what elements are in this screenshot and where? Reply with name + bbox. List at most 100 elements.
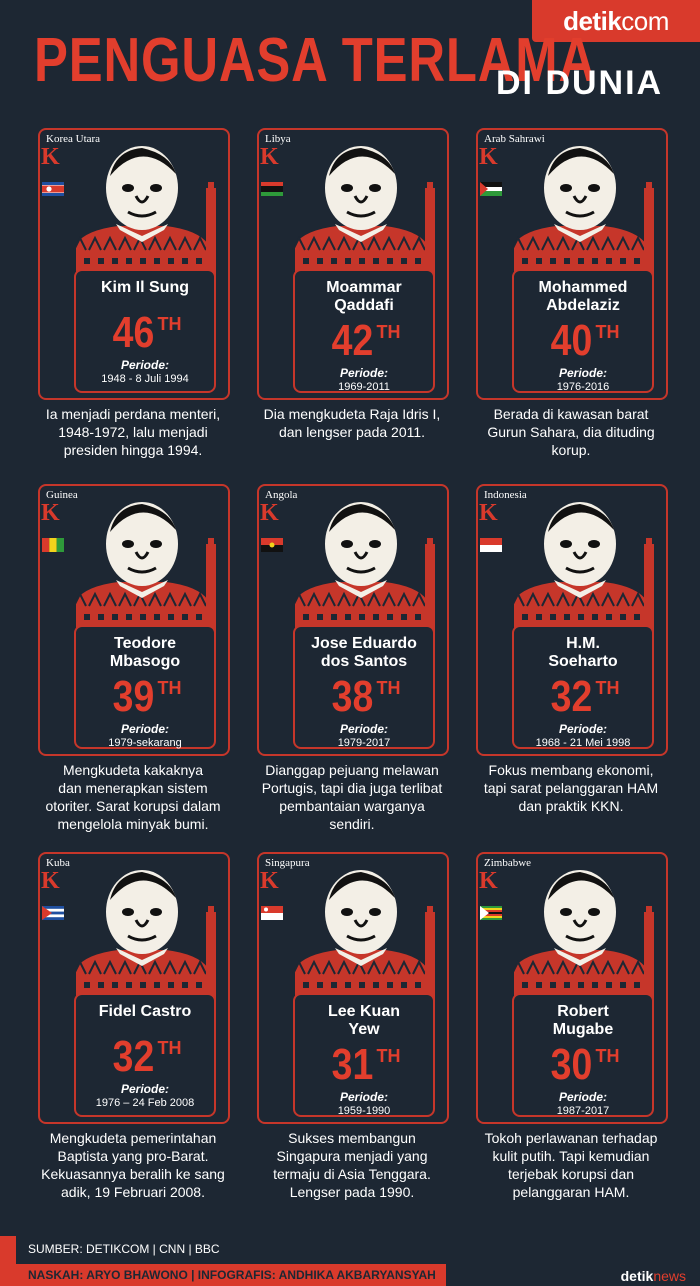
leader-name: Kim Il Sung (76, 279, 214, 297)
period-value: 1979-sekarang (108, 737, 182, 749)
leader-name: Mohammed Abdelaziz (514, 279, 652, 315)
description-line: Mengkudeta pemerintahan (49, 1130, 217, 1146)
leader-name-line: Kim Il Sung (101, 279, 189, 296)
leader-card: Singapura K Lee Kuan Yew 31 TH Periode: 19… (257, 852, 449, 1124)
detikcom-logo[interactable]: detikcom (532, 0, 700, 42)
king-letter: K (260, 868, 279, 894)
leader-name-line: Moammar (326, 279, 402, 296)
years-in-power: 42 TH (295, 319, 433, 363)
flag-angola-icon (261, 538, 283, 552)
years-number: 31 (331, 1040, 373, 1089)
king-letter: K (479, 144, 498, 170)
description-line: termaju di Asia Tenggara. (273, 1166, 431, 1182)
leader-name: Jose Eduardo dos Santos (295, 635, 433, 671)
period-label: Periode: (339, 1090, 388, 1104)
years-in-power: 46 TH (76, 311, 214, 355)
leader-name: Teodore Mbasogo (76, 635, 214, 671)
description-line: Mengkudeta kakaknya (62, 762, 204, 778)
page-subtitle: DI DUNIA (496, 64, 664, 102)
leader-portrait-icon (508, 502, 654, 634)
years-suffix: TH (157, 678, 182, 698)
years-suffix: TH (157, 314, 182, 334)
leader-card: Angola K Jose Eduardo dos Santos 38 TH Per… (257, 484, 449, 756)
leader-description: Fokus membang ekonomi, tapi sarat pelangg… (464, 761, 678, 815)
leader-info-box: Jose Eduardo dos Santos 38 TH Periode: 197… (293, 625, 435, 749)
period-label: Periode: (558, 722, 607, 736)
years-number: 40 (550, 316, 592, 365)
leader-info-box: Lee Kuan Yew 31 TH Periode: 1959-1990 (293, 993, 435, 1117)
period-value: 1976-2016 (556, 381, 610, 393)
years-number: 30 (550, 1040, 592, 1089)
leader-info-box: Robert Mugabe 30 TH Periode: 1987-2017 (512, 993, 654, 1117)
flag-north-korea-icon (42, 182, 64, 196)
years-suffix: TH (376, 678, 401, 698)
years-suffix: TH (595, 1046, 620, 1066)
logo-prefix: detik (563, 5, 622, 36)
leader-name: Moammar Qaddafi (295, 279, 433, 315)
country-label: Zimbabwe (484, 857, 532, 869)
description-line: Kekuasannya beralih ke sang (41, 1166, 225, 1182)
leader-card: Indonesia K H.M. Soeharto 32 TH Periode: 1… (476, 484, 668, 756)
description-line: Berada di kawasan barat (493, 406, 649, 422)
years-suffix: TH (376, 1046, 401, 1066)
leader-description: Tokoh perlawanan terhadap kulit putih. Ta… (464, 1129, 678, 1201)
leader-card: Guinea K Teodore Mbasogo 39 TH Periode: 19… (38, 484, 230, 756)
king-letter: K (260, 144, 279, 170)
leader-name: H.M. Soeharto (514, 635, 652, 671)
description-line: Lengser pada 1990. (289, 1184, 415, 1200)
leader-info-box: Fidel Castro 32 TH Periode: 1976 – 24 Feb… (74, 993, 216, 1117)
period-label: Periode: (120, 722, 169, 736)
country-label: Kuba (46, 857, 70, 869)
detiknews-logo[interactable]: detiknews (621, 1268, 686, 1284)
footer-brand-suffix: news (653, 1268, 686, 1284)
leader-portrait-icon (70, 146, 216, 278)
description-line: terjebak korupsi dan (507, 1166, 635, 1182)
description-line: dan praktik KKN. (518, 798, 624, 814)
years-suffix: TH (157, 1038, 182, 1058)
leader-info-box: Kim Il Sung 46 TH Periode: 1948 - 8 Juli … (74, 269, 216, 393)
king-letter: K (41, 868, 60, 894)
country-label: Guinea (46, 489, 78, 501)
leader-name-line: H.M. (566, 635, 600, 652)
description-line: Fokus membang ekonomi, (488, 762, 654, 778)
leader-card: Kuba K Fidel Castro 32 TH Periode: 1976 –… (38, 852, 230, 1124)
leader-card: Arab Sahrawi K Mohammed Abdelaziz 40 TH Pe… (476, 128, 668, 400)
leader-card: Libya K Moammar Qaddafi 42 TH Periode: 196… (257, 128, 449, 400)
king-letter: K (479, 868, 498, 894)
years-in-power: 32 TH (76, 1035, 214, 1079)
description-line: Dia mengkudeta Raja Idris I, (263, 406, 441, 422)
period-value: 1979-2017 (337, 737, 391, 749)
country-label: Arab Sahrawi (484, 133, 545, 145)
leader-portrait-icon (508, 870, 654, 1002)
flag-guinea-icon (42, 538, 64, 552)
flag-cuba-icon (42, 906, 64, 920)
period-value: 1969-2011 (338, 381, 390, 393)
leader-card: Zimbabwe K Robert Mugabe 30 TH Periode: 19… (476, 852, 668, 1124)
footer-accent-bar (0, 1236, 16, 1264)
years-suffix: TH (376, 322, 401, 342)
country-label: Singapura (265, 857, 310, 869)
footer-source: SUMBER: DETIKCOM | CNN | BBC (0, 1236, 700, 1264)
leader-portrait-icon (70, 870, 216, 1002)
description-line: presiden hingga 1994. (63, 442, 203, 458)
description-line: Sukses membangun (288, 1130, 416, 1146)
country-label: Angola (265, 489, 298, 501)
leader-name: Robert Mugabe (514, 1003, 652, 1039)
description-line: Portugis, tapi dia juga terlibat (261, 780, 443, 796)
credits-text: NASKAH: ARYO BHAWONO | INFOGRAFIS: ANDHI… (28, 1268, 436, 1282)
years-in-power: 31 TH (295, 1043, 433, 1087)
years-number: 38 (331, 672, 373, 721)
king-letter: K (260, 500, 279, 526)
footer-brand-prefix: detik (620, 1268, 654, 1284)
years-number: 42 (331, 316, 373, 365)
description-line: Tokoh perlawanan terhadap (484, 1130, 658, 1146)
years-in-power: 32 TH (514, 675, 652, 719)
years-number: 32 (550, 672, 592, 721)
leader-portrait-icon (289, 146, 435, 278)
years-suffix: TH (595, 678, 620, 698)
leader-description: Mengkudeta kakaknya dan menerapkan sistem… (26, 761, 240, 833)
logo-suffix: com (621, 5, 669, 36)
country-label: Indonesia (484, 489, 527, 501)
leader-name-line: Yew (348, 1021, 380, 1038)
period-value: 1948 - 8 Juli 1994 (101, 373, 189, 385)
